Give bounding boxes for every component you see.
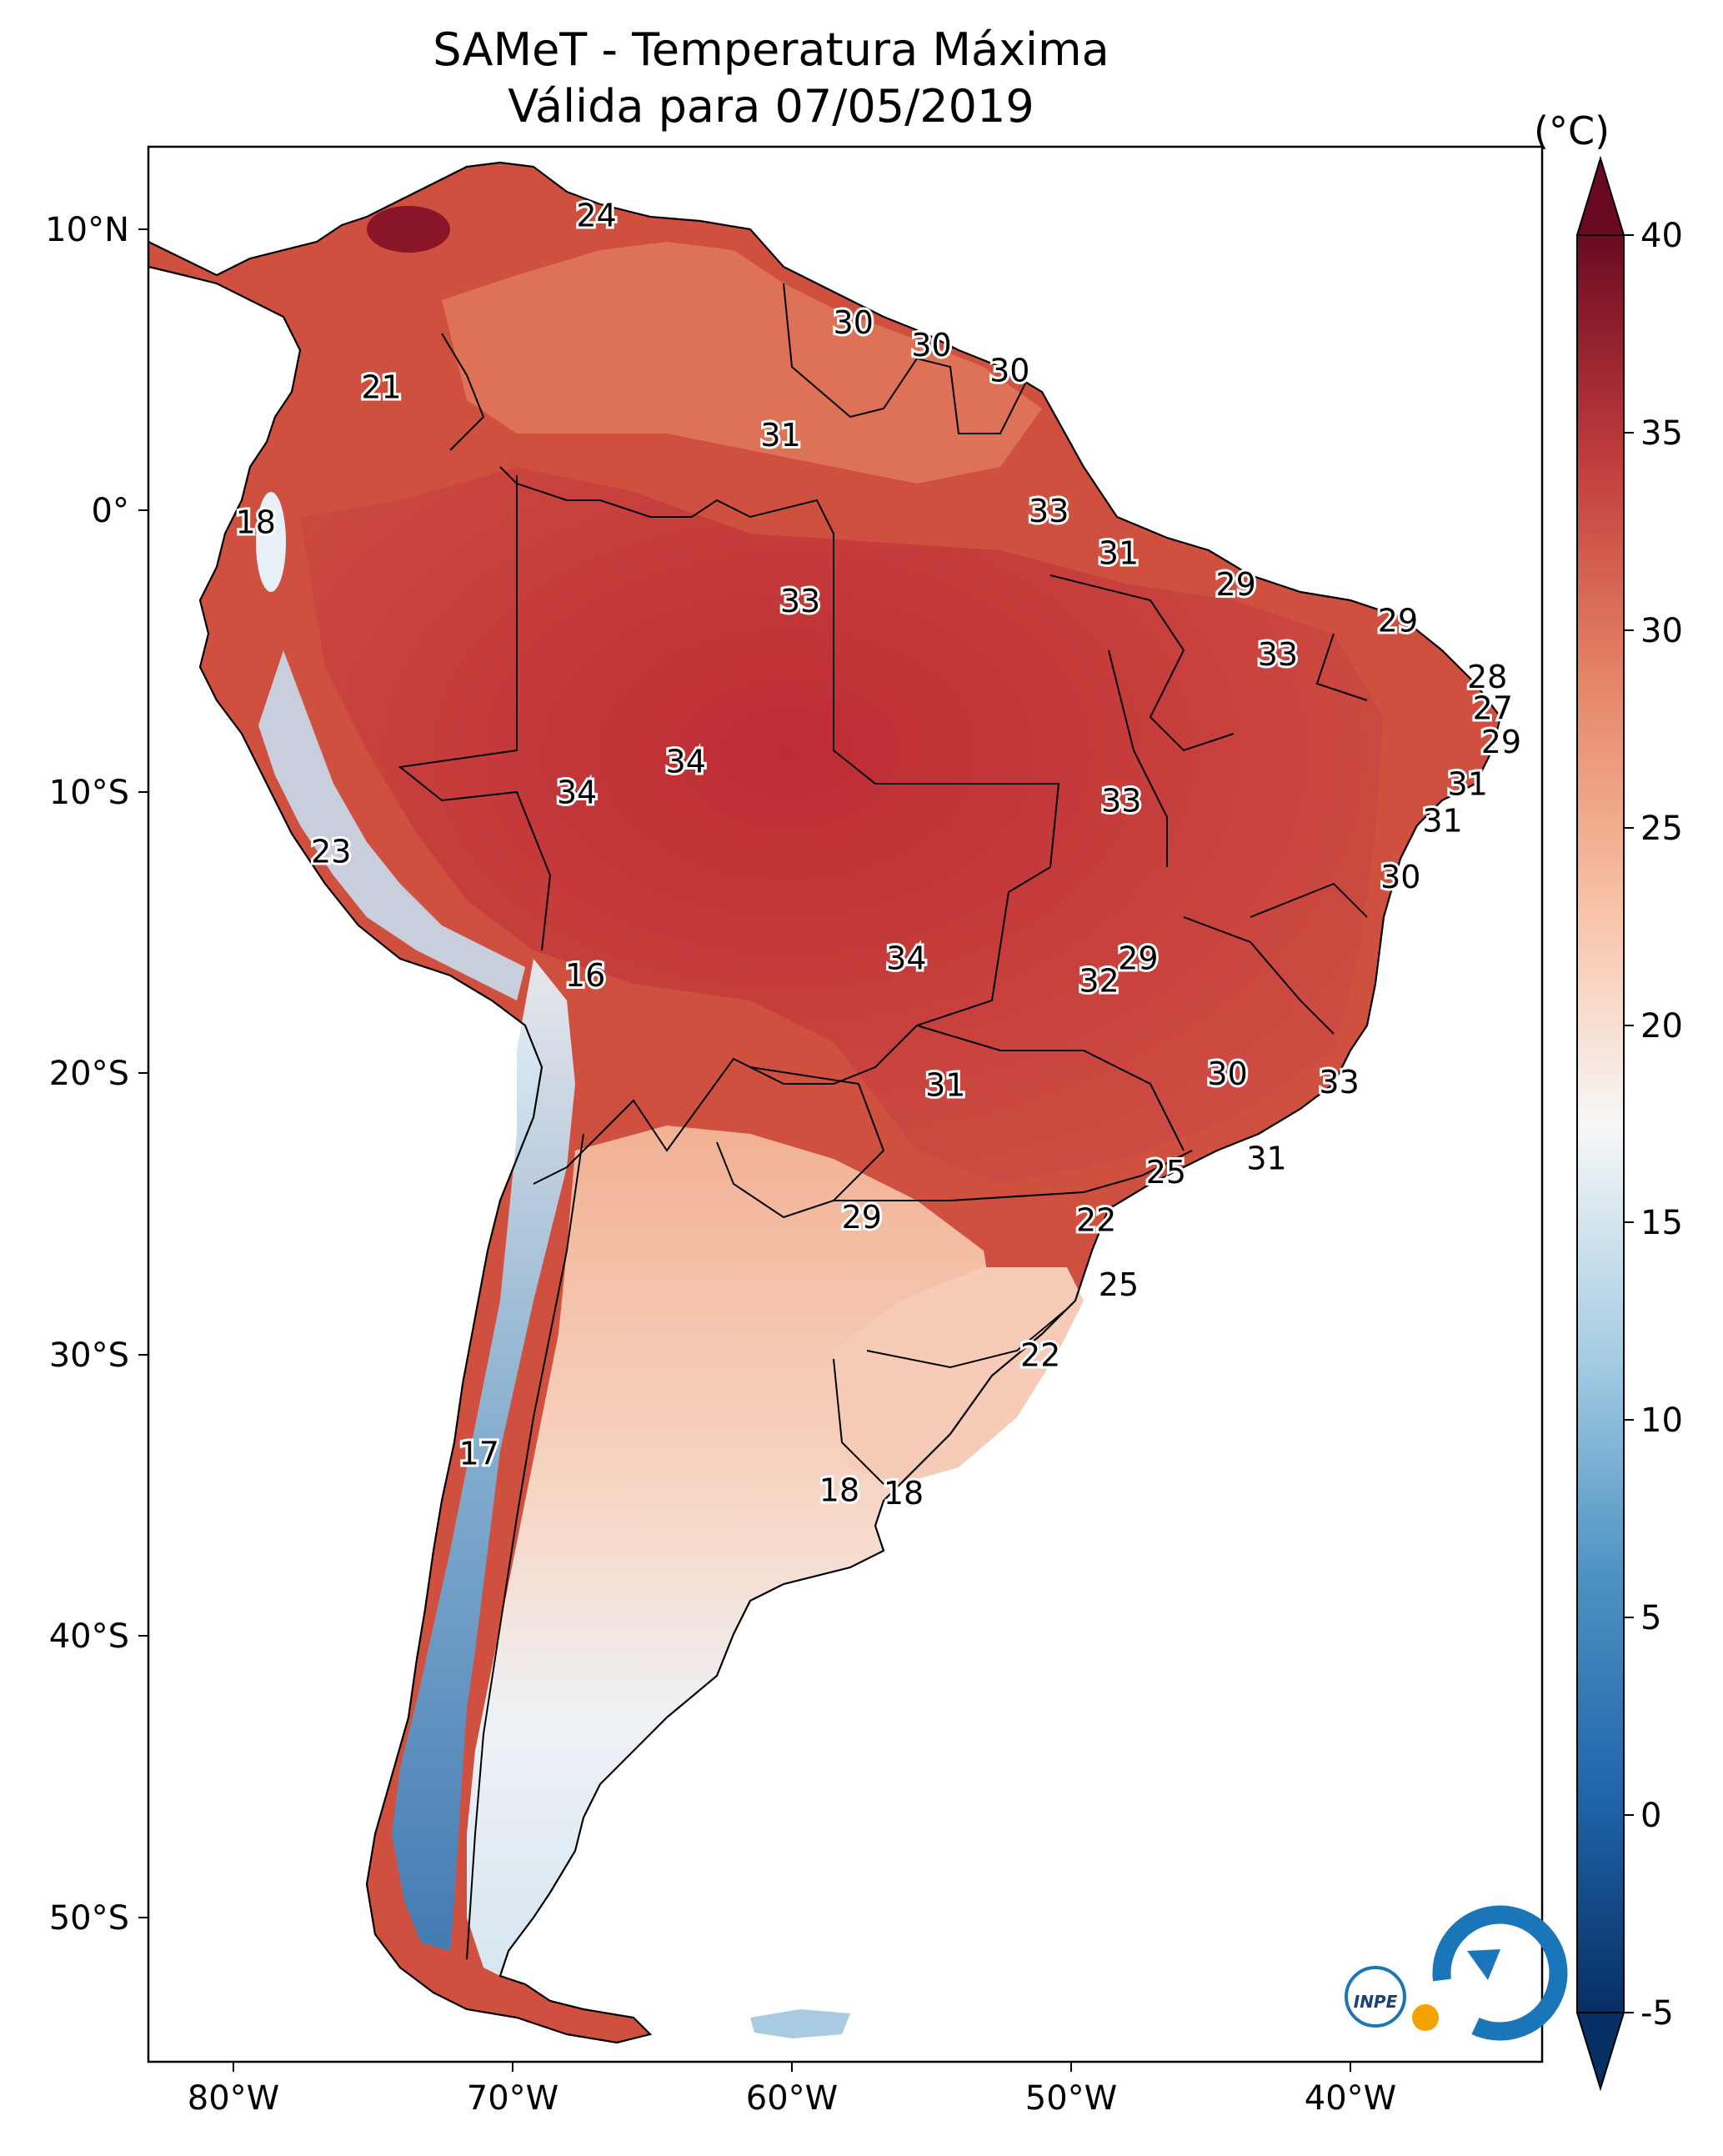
temperature-label: 31 [1448,765,1488,802]
colorbar-ticks: 40 35 30 25 20 15 10 5 0 -5 [1624,217,1683,2033]
y-tick-label: 10°S [49,774,129,812]
y-tick-label: 30°S [49,1336,129,1375]
colorbar [1575,155,1625,2092]
interior-hot-zone [300,467,1384,1184]
andes-cold-zone [392,959,575,1951]
y-tick-label: 0° [92,492,129,530]
y-tick-label: 10°N [45,211,129,249]
temperature-label: 33 [1029,493,1069,529]
colorbar-tick-label: 10 [1640,1401,1683,1440]
colorbar-tick-label: 40 [1640,217,1683,255]
map-subtitle: Válida para 07/05/2019 [508,80,1034,133]
x-tick-label: 70°W [467,2079,558,2118]
temperature-label: 30 [834,304,874,341]
temperature-label: 30 [911,327,951,364]
temperature-label: 18 [819,1472,859,1509]
inpe-logo-text: INPE [1354,1992,1398,2012]
peru-coast-cool-zone [258,650,525,1000]
temperature-label: 31 [1246,1140,1286,1176]
caribbean-hot-spot [367,206,450,253]
temperature-label: 34 [557,775,597,811]
temperature-label: 16 [565,957,605,994]
temperature-label: 22 [1076,1202,1116,1239]
ecuador-cold-spot [256,492,286,592]
x-axis: 80°W 70°W 60°W 50°W 40°W [188,2062,1396,2118]
x-tick-label: 80°W [188,2079,279,2118]
y-tick-label: 50°S [49,1899,129,1938]
temperature-label: 29 [1378,603,1418,639]
temperature-label: 31 [1422,802,1462,839]
temperature-label: 31 [925,1067,965,1104]
temperature-label: 18 [236,504,276,541]
colorbar-body [1576,234,1625,2013]
colorbar-unit: (°C) [1534,108,1610,153]
temperature-label: 30 [1380,859,1420,895]
colorbar-tick-label: 30 [1640,612,1683,650]
plot-frame [147,145,1544,2063]
temperature-label: 25 [1146,1154,1186,1191]
x-tick-label: 60°W [746,2079,838,2118]
temperature-label: 33 [1101,783,1141,820]
temperature-label: 29 [1215,566,1255,603]
temperature-label: 17 [459,1436,499,1472]
temperature-label: 18 [884,1475,924,1512]
colorbar-tick-label: -5 [1640,1994,1674,2033]
colorbar-tick-label: 15 [1640,1204,1683,1242]
temperature-label: 27 [1473,689,1513,726]
temperature-label: 34 [666,743,706,780]
colorbar-tick-label: 5 [1640,1599,1661,1637]
map-title: SAMeT - Temperatura Máxima [433,23,1109,76]
x-tick-label: 40°W [1305,2079,1396,2118]
y-tick-label: 20°S [49,1055,129,1093]
temperature-label: 30 [1207,1055,1247,1092]
y-axis: 10°N 0° 10°S 20°S 30°S 40°S 50°S [45,211,148,1938]
colorbar-tick-label: 0 [1640,1797,1661,1835]
temperature-label: 31 [1099,535,1139,572]
temperature-label: 21 [361,369,401,406]
x-tick-label: 50°W [1025,2079,1117,2118]
temperature-label: 34 [886,940,926,977]
northern-coast-band [442,242,1042,484]
colorbar-top-arrow [1575,155,1625,236]
temperature-label: 29 [1481,724,1521,760]
coastline [148,161,1502,2044]
country-borders [398,283,1368,1960]
inpe-logo: INPE [1345,1905,1568,2041]
y-tick-label: 40°S [49,1617,129,1656]
temperature-label: 29 [1118,940,1158,977]
falklands [750,2009,850,2038]
temperature-label: 32 [1079,963,1119,1000]
temperature-label: 33 [1319,1064,1359,1101]
temperature-label: 22 [1020,1337,1060,1374]
temperature-label: 28 [1467,659,1507,695]
temperature-label: 33 [1258,636,1298,673]
southeast-mild-zone [834,1267,1084,1484]
colorbar-tick-label: 35 [1640,414,1683,453]
colorbar-tick-label: 25 [1640,810,1683,848]
colorbar-tick-label: 20 [1640,1007,1683,1045]
colorbar-bottom-arrow [1575,2012,1625,2092]
temperature-label: 29 [842,1199,882,1236]
temperature-label: 33 [780,583,820,619]
temperature-label: 24 [576,198,616,234]
temperature-label: 30 [989,352,1029,389]
temperature-label: 31 [760,417,800,454]
temperature-label: 25 [1099,1266,1139,1303]
temperature-label: 23 [311,833,351,870]
